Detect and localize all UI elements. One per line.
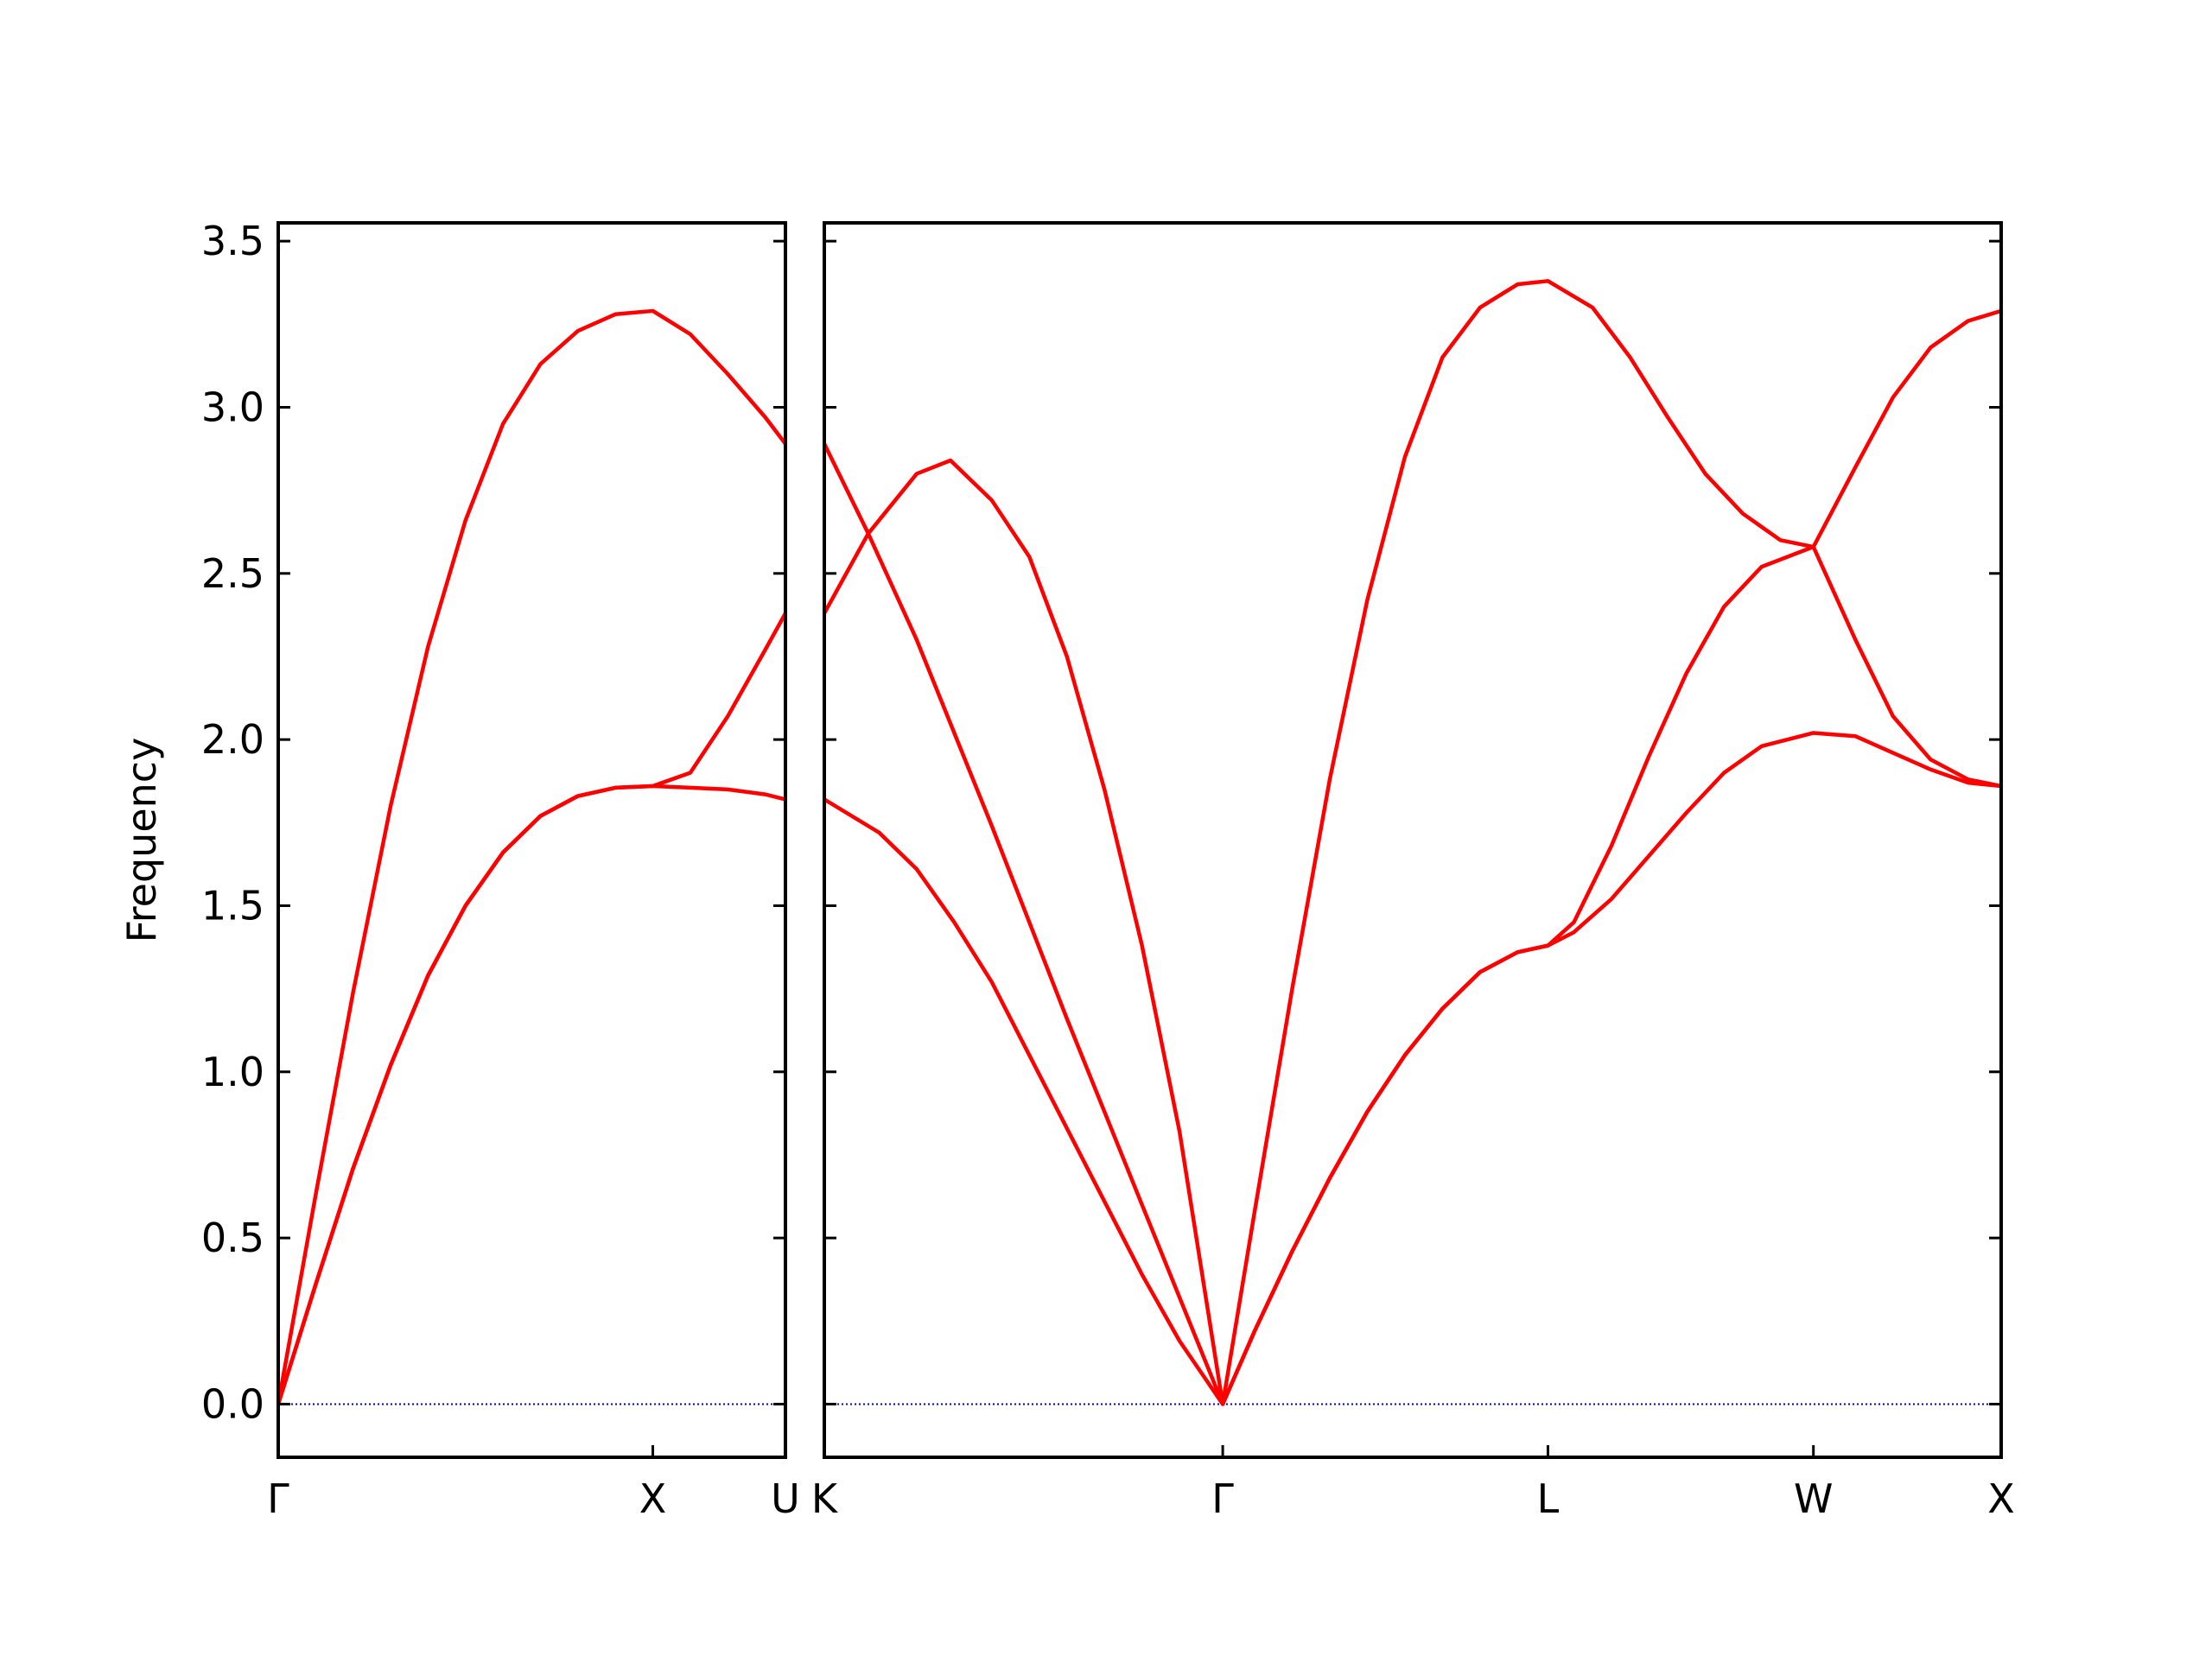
y-tick-label: 3.0 <box>201 384 264 430</box>
band-line <box>278 783 785 1405</box>
series-group <box>824 279 2001 1406</box>
band-line <box>278 612 785 1405</box>
band-line <box>824 458 2001 1406</box>
x-tick-label: Γ <box>267 1475 289 1522</box>
x-tick-label: L <box>1537 1475 1560 1522</box>
x-tick-label: Γ <box>1211 1475 1234 1522</box>
y-tick-label: 2.0 <box>201 716 264 763</box>
y-tick-label: 2.5 <box>201 550 264 597</box>
band-line <box>824 731 2001 1406</box>
x-tick-label: K <box>811 1475 839 1522</box>
band-line <box>278 308 785 1405</box>
y-tick-label: 0.0 <box>201 1380 264 1427</box>
panel: 0.0 0.5 1.0 1.5 2.0 2.5 3.0 3.5 Γ X U Frequency <box>118 218 800 1522</box>
y-tick-label: 1.5 <box>201 882 264 929</box>
x-tick-label: X <box>1987 1475 2015 1522</box>
x-tick-label: U <box>771 1475 800 1522</box>
axes-frame <box>823 221 2003 1459</box>
y-tick-label: 3.5 <box>201 218 264 264</box>
axes-frame <box>276 221 787 1459</box>
x-tick-label: X <box>639 1475 667 1522</box>
y-tick-label: 0.5 <box>201 1215 264 1261</box>
y-tick-label: 1.0 <box>201 1049 264 1095</box>
x-tick-label: W <box>1794 1475 1833 1522</box>
band-line <box>824 279 2001 1406</box>
series-group <box>278 308 785 1405</box>
y-axis-label: Frequency <box>118 738 165 943</box>
